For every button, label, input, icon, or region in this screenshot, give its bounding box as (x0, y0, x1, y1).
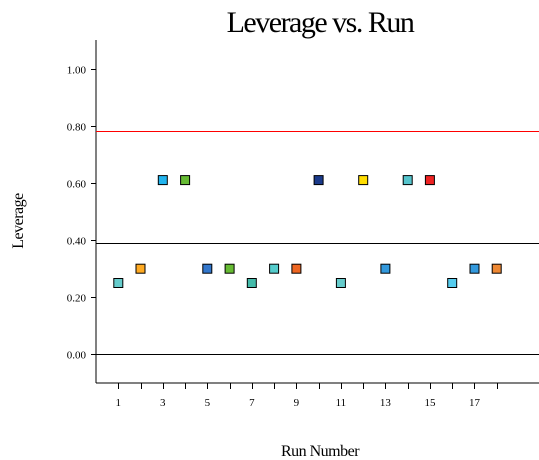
y-tick-label: 0.80 (67, 122, 87, 134)
data-point (180, 175, 191, 186)
x-tick-label: 17 (469, 397, 481, 409)
data-point (469, 263, 480, 274)
x-tick-label: 15 (424, 397, 436, 409)
data-point (358, 175, 369, 186)
x-axis-label: Run Number (281, 443, 360, 460)
y-tick-label: 1.00 (67, 65, 87, 77)
x-tick-label: 7 (249, 397, 255, 409)
data-point (113, 278, 124, 288)
plot-area: 0.000.200.400.600.801.001 3 5 7 9 11 13 15 17 (67, 40, 539, 409)
data-point (202, 263, 213, 274)
x-tick-label: 1 (116, 397, 122, 409)
x-tick-label: 3 (160, 397, 166, 409)
chart-title: Leverage vs. Run (227, 6, 415, 39)
data-point (313, 175, 324, 186)
y-tick-label: 0.60 (67, 179, 87, 191)
data-point (246, 278, 257, 288)
y-tick-label: 0.00 (67, 350, 87, 362)
data-point (291, 263, 302, 274)
x-tick-label: 13 (380, 397, 392, 409)
data-point (157, 175, 168, 186)
data-point (335, 278, 346, 288)
data-point (380, 263, 391, 274)
data-point (135, 263, 146, 274)
data-point (269, 263, 280, 274)
x-tick-label: 9 (294, 397, 300, 409)
data-point (402, 175, 413, 186)
y-axis-label: Leverage (10, 193, 27, 249)
y-tick-label: 0.20 (67, 293, 87, 305)
data-point (224, 263, 235, 274)
data-point (447, 278, 458, 288)
x-tick-label: 11 (336, 397, 347, 409)
data-point (491, 263, 502, 274)
y-tick-label: 0.40 (67, 236, 87, 248)
x-tick-label: 5 (205, 397, 211, 409)
data-point (424, 175, 435, 186)
